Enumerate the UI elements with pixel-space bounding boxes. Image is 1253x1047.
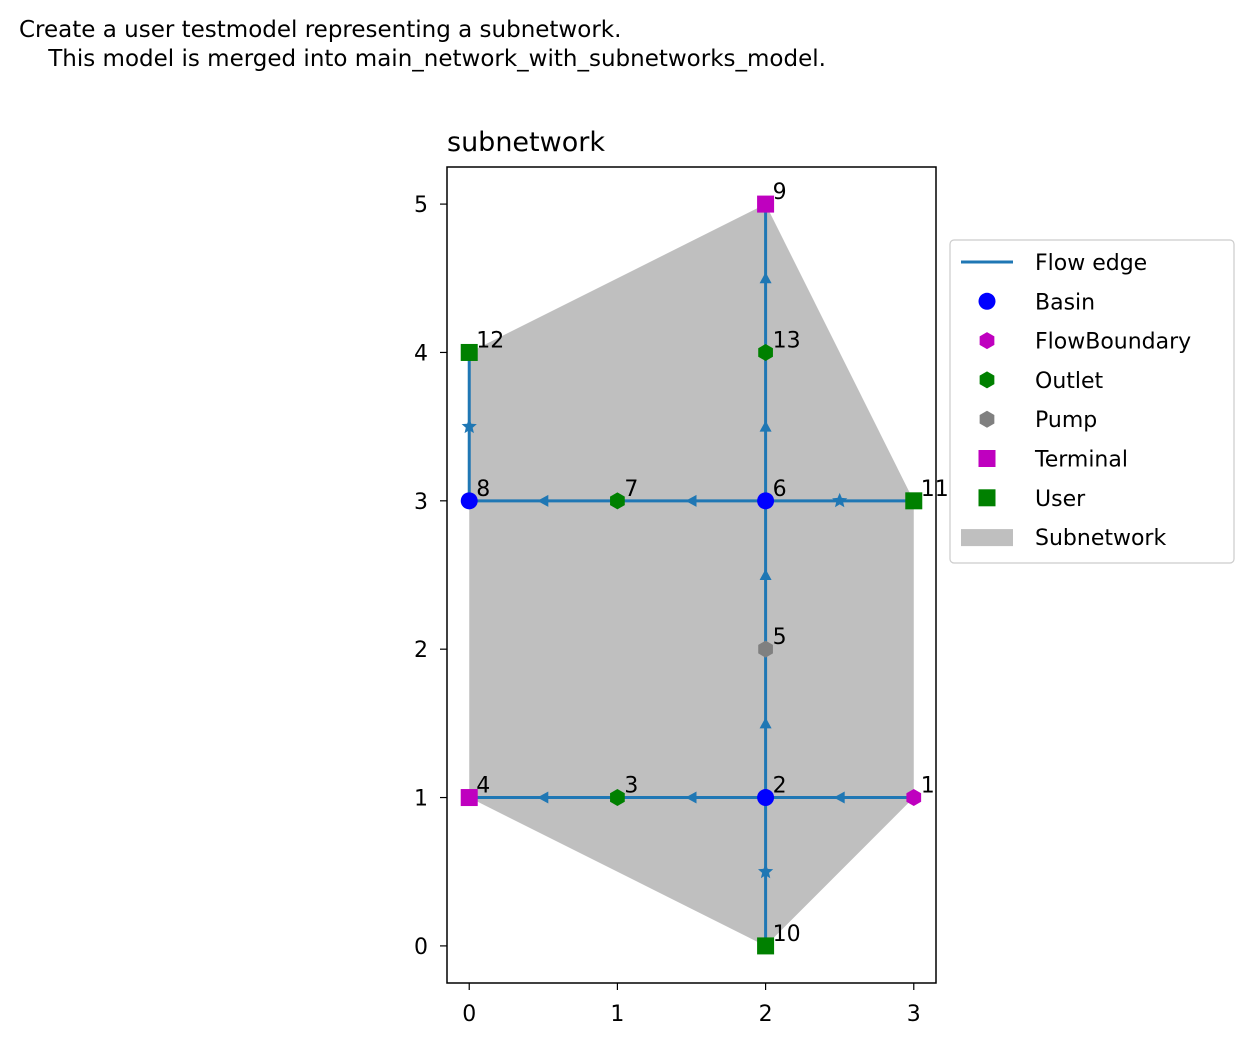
legend-swatch-basin — [978, 292, 996, 310]
y-tick-label-1: 1 — [414, 787, 428, 812]
y-tick-label-2: 2 — [414, 638, 428, 663]
y-tick-label-4: 4 — [414, 341, 428, 366]
node-label-11: 11 — [921, 477, 949, 502]
x-tick-label-3: 3 — [907, 1002, 921, 1027]
plot-frame — [446, 166, 937, 984]
legend-label-flow-edge: Flow edge — [1035, 251, 1147, 276]
edge-arrow-marker-6-13 — [759, 420, 772, 432]
legend-label-basin: Basin — [1035, 290, 1095, 315]
edge-arrow-marker-1-2 — [833, 791, 845, 804]
node-label-6: 6 — [773, 477, 787, 502]
subnetwork-polygon-layer — [469, 204, 914, 946]
legend-swatch-outlet — [979, 371, 995, 389]
node-4-terminal-marker — [460, 789, 478, 807]
legend-swatch-pump — [979, 410, 995, 428]
y-tick-label-5: 5 — [414, 193, 428, 218]
node-label-13: 13 — [773, 328, 801, 353]
node-11-user-marker — [905, 492, 923, 510]
x-tick-label-0: 0 — [462, 1002, 476, 1027]
node-8-basin-marker — [460, 492, 478, 510]
legend-label-outlet: Outlet — [1035, 369, 1104, 394]
legend-swatch-flowboundary — [979, 332, 995, 350]
edge-arrow-marker-6-7 — [685, 494, 697, 507]
node-5-pump-marker — [758, 640, 773, 658]
edge-arrow-marker-7-8 — [537, 494, 549, 507]
edge-arrow-marker-5-6 — [759, 569, 772, 580]
node-13-outlet-marker — [758, 343, 773, 361]
node-6-basin-marker — [757, 492, 775, 510]
node-3-outlet-marker — [610, 789, 625, 807]
node-2-basin-marker — [757, 789, 775, 807]
x-tick-label-1: 1 — [610, 1002, 624, 1027]
node-label-2: 2 — [773, 774, 787, 799]
legend: Flow edge Basin FlowBoundary Outlet Pump Term… — [949, 239, 1235, 564]
edge-arrow-marker-2-3 — [685, 791, 697, 804]
node-label-8: 8 — [476, 477, 490, 502]
node-label-5: 5 — [773, 625, 787, 650]
legend-label-flowboundary: FlowBoundary — [1035, 330, 1191, 355]
y-tick-label-0: 0 — [414, 935, 428, 960]
node-1-flowboundary-marker — [906, 789, 922, 807]
figure-suptitle: Create a user testmodel representing a s… — [19, 17, 826, 72]
y-tick-label-3: 3 — [414, 490, 428, 515]
legend-label-pump: Pump — [1035, 408, 1097, 433]
legend-label-user: User — [1035, 487, 1086, 512]
legend-swatch-terminal — [978, 450, 996, 467]
edge-arrow-marker-3-4 — [537, 791, 549, 804]
legend-label-subnetwork: Subnetwork — [1035, 526, 1166, 551]
chart-title: subnetwork — [447, 127, 605, 158]
node-label-1: 1 — [921, 774, 935, 799]
edge-arrow-marker-13-9 — [759, 272, 772, 284]
legend-swatch-user — [978, 489, 996, 507]
node-label-12: 12 — [476, 328, 504, 353]
subnetwork-polygon — [469, 204, 914, 946]
legend-swatch-subnetwork — [961, 529, 1013, 547]
node-label-3: 3 — [624, 774, 638, 799]
node-7-outlet-marker — [610, 492, 625, 510]
edge-arrow-marker-2-5 — [759, 717, 772, 729]
node-label-7: 7 — [624, 477, 638, 502]
legend-label-terminal: Terminal — [1034, 448, 1128, 473]
x-tick-label-2: 2 — [759, 1002, 773, 1027]
node-9-terminal-marker — [757, 195, 775, 213]
node-label-4: 4 — [476, 774, 490, 799]
legend-box — [949, 239, 1235, 564]
node-12-user-marker — [460, 343, 478, 361]
node-label-10: 10 — [773, 922, 801, 947]
node-layer — [460, 195, 923, 955]
node-label-9: 9 — [773, 180, 787, 205]
edge-star-marker-6-11 — [832, 492, 848, 508]
node-10-user-marker — [757, 937, 775, 955]
edge-star-marker-2-10 — [757, 863, 774, 879]
flow-edge-layer — [461, 204, 914, 946]
edge-star-marker-8-12 — [461, 418, 477, 434]
